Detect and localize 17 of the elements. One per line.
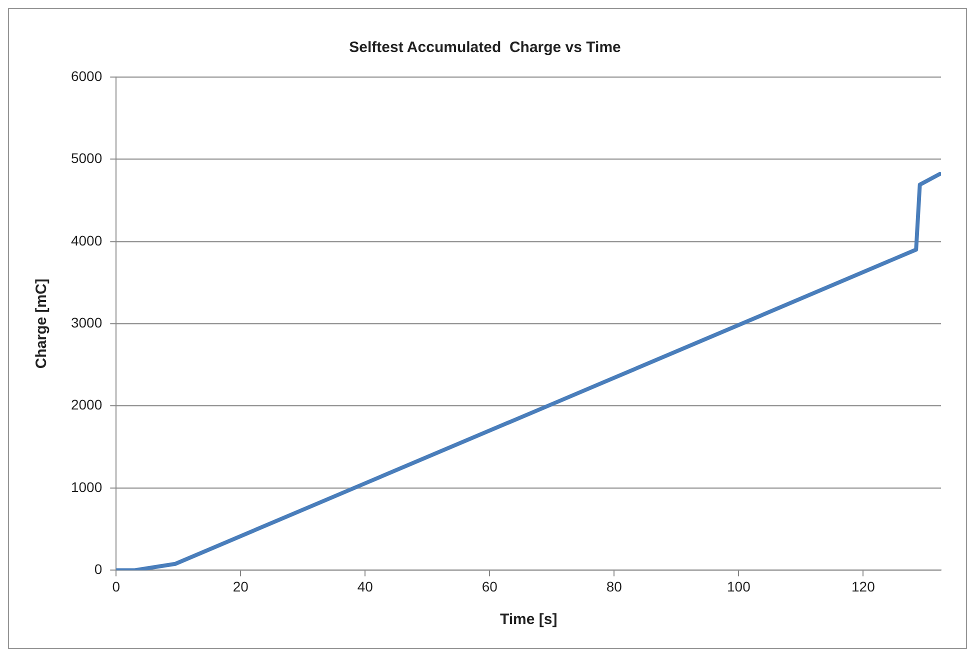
x-tick-label: 40 <box>357 578 374 594</box>
y-tick-label: 1000 <box>70 478 102 495</box>
y-axis-title: Charge [mC] <box>33 278 50 369</box>
x-tick-label: 60 <box>482 578 498 594</box>
y-tick-label: 4000 <box>70 232 102 248</box>
x-tick-label: 20 <box>232 578 249 594</box>
x-axis-title: Time [s] <box>500 611 558 628</box>
y-tick-label: 6000 <box>70 68 102 84</box>
chart-title: Selftest Accumulated Charge vs Time <box>349 39 621 56</box>
x-tick-label: 120 <box>852 578 876 594</box>
x-tick-label: 0 <box>112 578 120 594</box>
y-tick-label: 5000 <box>70 150 102 166</box>
y-tick-label: 2000 <box>70 396 102 413</box>
y-tick-label: 3000 <box>70 314 102 330</box>
y-tick-label: 0 <box>94 561 102 578</box>
x-tick-label: 80 <box>606 578 622 594</box>
x-tick-label: 100 <box>726 578 751 594</box>
